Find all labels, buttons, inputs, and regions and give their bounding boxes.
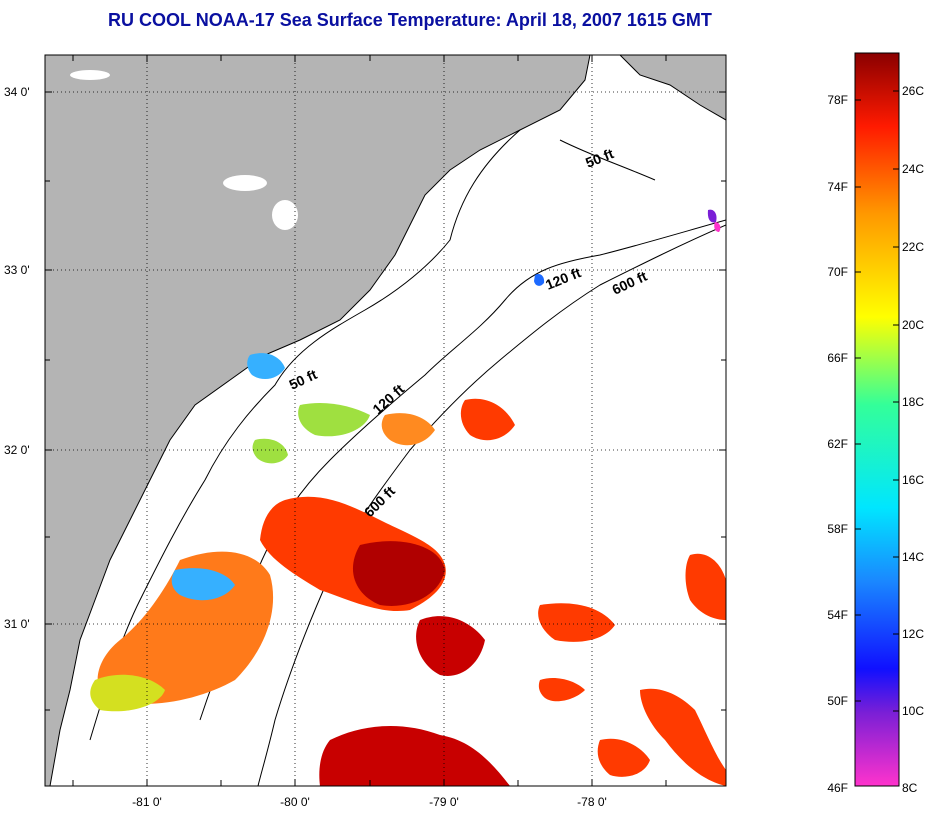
lat-label: 33 0' xyxy=(4,263,30,277)
colorbar-c-label: 14C xyxy=(902,550,924,564)
colorbar-f-label: 66F xyxy=(827,351,848,365)
lat-label: 31 0' xyxy=(4,617,30,631)
map-frame xyxy=(44,54,727,787)
map-title: RU COOL NOAA-17 Sea Surface Temperature:… xyxy=(108,10,712,30)
lon-label: -81 0' xyxy=(132,795,162,809)
colorbar-c-label: 22C xyxy=(902,240,924,254)
colorbar-f-label: 70F xyxy=(827,265,848,279)
lat-label: 32 0' xyxy=(4,443,30,457)
colorbar-c-label: 24C xyxy=(902,162,924,176)
colorbar-f-label: 62F xyxy=(827,437,848,451)
land-speck xyxy=(272,200,298,230)
lon-label: -79 0' xyxy=(429,795,459,809)
colorbar-f-label: 50F xyxy=(827,694,848,708)
isobath-600ft xyxy=(257,224,726,786)
colorbar-f-label: 54F xyxy=(827,608,848,622)
colorbar-f-label: 74F xyxy=(827,180,848,194)
colorbar xyxy=(854,52,900,787)
land-speck xyxy=(223,175,267,191)
lat-label: 34 0' xyxy=(4,85,30,99)
land-speck xyxy=(70,70,110,80)
colorbar-f-label: 58F xyxy=(827,522,848,536)
colorbar-c-label: 10C xyxy=(902,704,924,718)
colorbar-c-label: 18C xyxy=(902,395,924,409)
isobath-50ft xyxy=(89,129,656,741)
colorbar-c-label: 8C xyxy=(902,781,918,795)
land-cape xyxy=(619,55,726,121)
colorbar-f-label: 46F xyxy=(827,781,848,795)
grid-lines xyxy=(45,55,726,786)
sst-patches xyxy=(90,209,726,786)
colorbar-ticks xyxy=(855,90,899,712)
colorbar-f-label: 78F xyxy=(827,93,848,107)
lon-label: -78 0' xyxy=(577,795,607,809)
colorbar-c-label: 16C xyxy=(902,473,924,487)
lon-label: -80 0' xyxy=(280,795,310,809)
colorbar-c-label: 20C xyxy=(902,318,924,332)
colorbar-c-label: 12C xyxy=(902,627,924,641)
colorbar-c-label: 26C xyxy=(902,84,924,98)
map-frame-ticks xyxy=(45,55,726,786)
